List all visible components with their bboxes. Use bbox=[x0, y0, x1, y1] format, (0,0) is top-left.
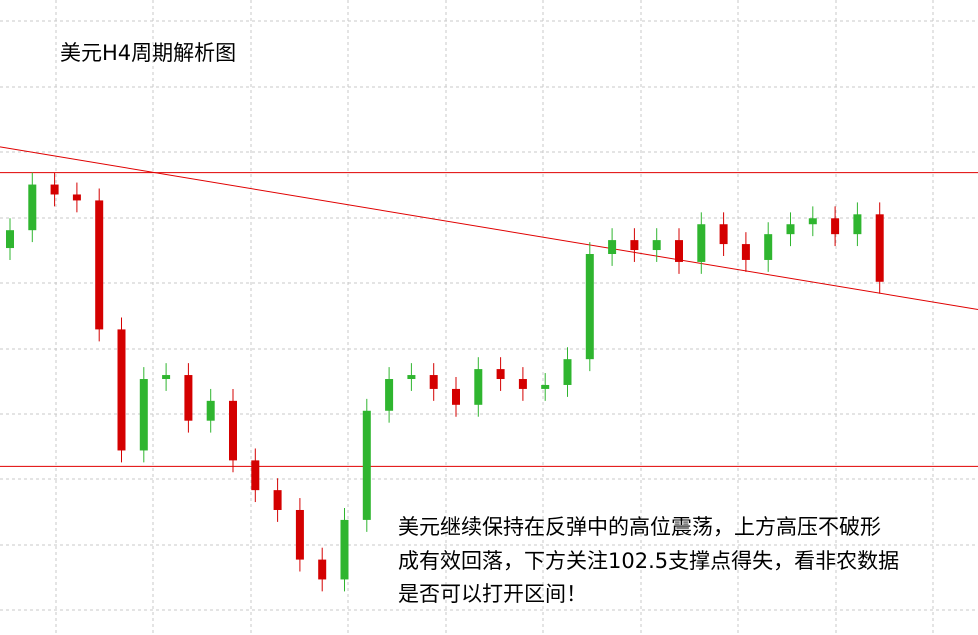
candle-body bbox=[139, 379, 148, 451]
candle-body bbox=[452, 388, 460, 405]
candle-body bbox=[184, 375, 193, 421]
candle-body bbox=[50, 184, 59, 195]
candle-body bbox=[229, 400, 237, 461]
candle-body bbox=[474, 369, 483, 405]
candle-body bbox=[697, 224, 706, 262]
candle-body bbox=[608, 240, 617, 254]
candle-body bbox=[385, 379, 394, 411]
candle-body bbox=[719, 224, 728, 245]
candle-body bbox=[518, 379, 527, 389]
candle-body bbox=[786, 224, 795, 235]
candle-body bbox=[853, 214, 862, 235]
candle-body bbox=[95, 200, 104, 330]
candle-body bbox=[6, 230, 14, 249]
candle-body bbox=[429, 375, 438, 389]
candle-body bbox=[630, 240, 639, 251]
candle-body bbox=[585, 254, 594, 360]
candle-body bbox=[362, 410, 371, 520]
candle-body bbox=[808, 218, 817, 225]
annotation: 美元继续保持在反弹中的高位震荡，上方高压不破形 bbox=[398, 515, 881, 539]
candle-body bbox=[295, 509, 304, 560]
candle-body bbox=[496, 369, 505, 380]
candle-body bbox=[273, 490, 282, 510]
candle-body bbox=[407, 375, 416, 380]
candle-body bbox=[563, 359, 572, 385]
candle-body bbox=[318, 559, 327, 580]
candle-body bbox=[28, 184, 37, 231]
candle-body bbox=[541, 384, 550, 389]
trend-line bbox=[0, 146, 978, 311]
candle-body bbox=[764, 234, 773, 260]
candle-body bbox=[875, 214, 884, 282]
candle-body bbox=[72, 194, 81, 201]
candle-body bbox=[831, 218, 840, 235]
candle-body bbox=[206, 400, 215, 421]
candle-body bbox=[162, 375, 171, 380]
annotation: 成有效回落，下方关注102.5支撑点得失，看非农数据 bbox=[398, 549, 899, 573]
chart-title: 美元H4周期解析图 bbox=[60, 41, 236, 65]
annotation: 是否可以打开区间！ bbox=[398, 582, 587, 606]
candle-body bbox=[741, 244, 750, 260]
candle-body bbox=[652, 240, 661, 251]
candle-body bbox=[675, 240, 683, 262]
candle-body bbox=[251, 460, 260, 491]
candle-body bbox=[340, 519, 349, 580]
candle-body bbox=[117, 329, 126, 451]
